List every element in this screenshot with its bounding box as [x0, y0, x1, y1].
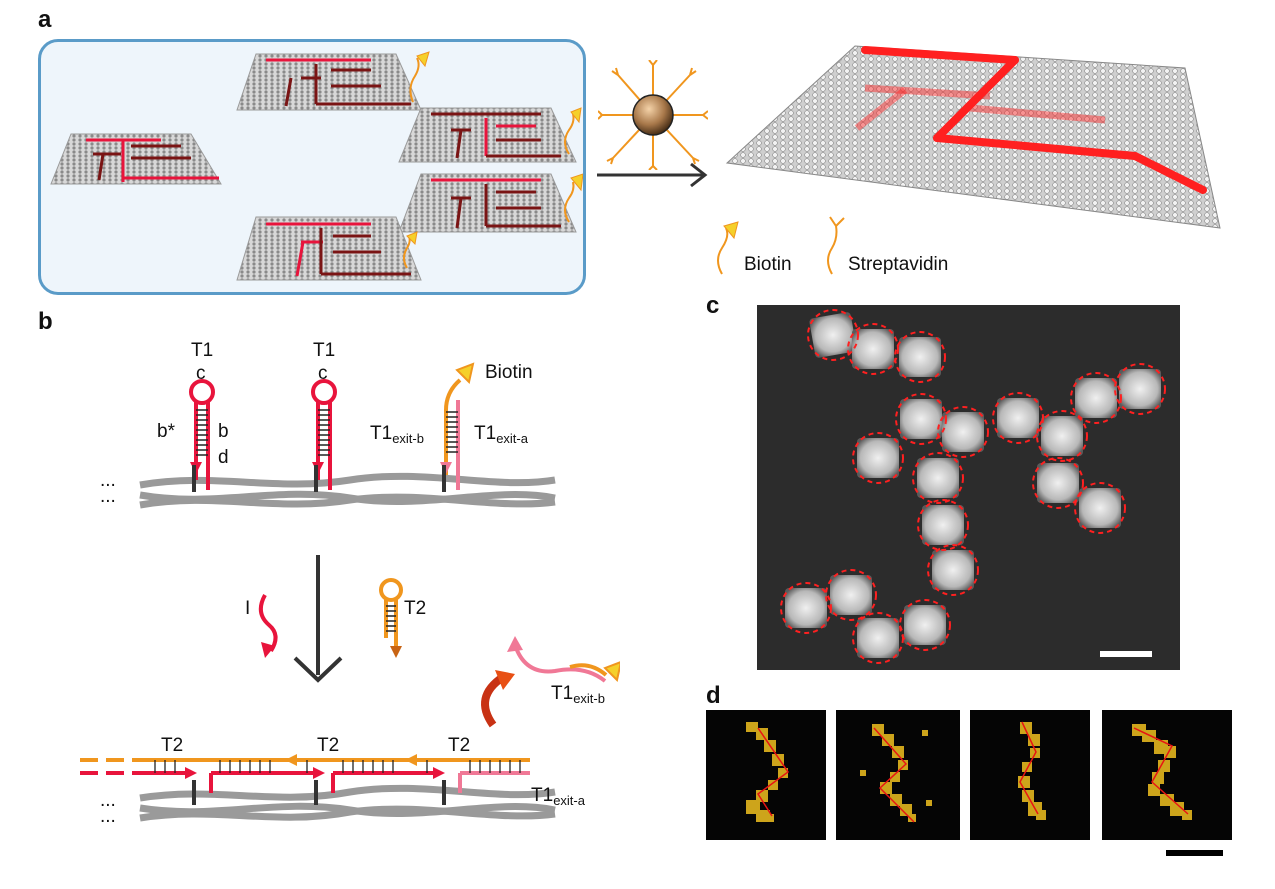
label-b: b: [218, 421, 229, 442]
label-t1-first: T1: [191, 340, 214, 361]
ellipsis-top-2: ...: [100, 486, 116, 507]
origami-tile: [236, 216, 422, 281]
dna-substrate-bottom: [139, 784, 556, 822]
t1-exit-a-bottom-main: T1: [531, 785, 554, 806]
label-t1-exit-b: T1exit-b: [370, 423, 424, 446]
afm-image: [757, 305, 1180, 670]
label-t1-second: T1: [313, 340, 336, 361]
exit-duplex: [440, 362, 475, 492]
label-t2: T2: [404, 598, 427, 619]
label-b-star: b*: [157, 421, 175, 442]
label-t2-bottom-1: T2: [161, 735, 184, 756]
origami-tile: [398, 173, 584, 233]
t1-exit-a-bottom-sub: exit-a: [553, 793, 585, 808]
fluorescence-image-4: [1102, 710, 1232, 840]
panel-c-label: c: [706, 292, 720, 319]
release-arrow: [481, 673, 506, 728]
label-t2-bottom-3: T2: [448, 735, 471, 756]
released-main: T1: [551, 683, 574, 704]
released-sub: exit-b: [573, 691, 605, 706]
label-released: T1exit-b: [551, 683, 605, 706]
streptavidin-icon: [827, 216, 845, 275]
fluorescence-image-2: [836, 710, 960, 840]
panel-b-schematic: [80, 362, 620, 822]
t1-exit-b-main: T1: [370, 423, 393, 444]
streptavidin-bead: [598, 60, 708, 170]
t1-exit-a-main: T1: [474, 423, 497, 444]
initiator-strand: [258, 594, 278, 653]
legend-streptavidin: Streptavidin: [848, 254, 949, 275]
label-t2-bottom-2: T2: [317, 735, 340, 756]
origami-tile: [236, 51, 430, 111]
dna-substrate-top: [139, 472, 556, 509]
panel-b-label: b: [38, 308, 53, 335]
panel-a-frame: [38, 39, 586, 295]
polymer-chain: [80, 754, 530, 805]
biotin-icon: [717, 221, 739, 275]
label-d: d: [218, 447, 229, 468]
hairpin-t1-first: [189, 379, 215, 492]
origami-tile: [50, 133, 222, 185]
label-t1-exit-a-bottom: T1exit-a: [531, 785, 585, 808]
label-c-first: c: [196, 363, 206, 384]
label-c-second: c: [318, 363, 328, 384]
label-initiator: I: [245, 598, 251, 619]
hairpin-t2: [379, 578, 403, 658]
scale-bar-d: [1166, 850, 1223, 856]
t1-exit-a-sub: exit-a: [496, 431, 528, 446]
label-t1-exit-a: T1exit-a: [474, 423, 528, 446]
ellipsis-bottom-1: ...: [100, 790, 116, 811]
released-strand: [507, 636, 620, 683]
fluorescence-image-3: [970, 710, 1090, 840]
fluorescence-image-1: [706, 710, 826, 840]
ellipsis-top-1: ...: [100, 470, 116, 491]
tile-outlines: [780, 309, 1166, 664]
scale-bar-c: [1100, 651, 1152, 657]
label-biotin: Biotin: [485, 362, 533, 383]
process-arrow: [597, 162, 708, 188]
panel-a-label: a: [38, 6, 52, 33]
panel-d-label: d: [706, 682, 721, 709]
ellipsis-bottom-2: ...: [100, 806, 116, 827]
afm-tiles: [785, 312, 1161, 658]
assembled-array: [725, 45, 1221, 229]
t1-exit-b-sub: exit-b: [392, 431, 424, 446]
origami-tile: [398, 107, 582, 163]
hairpin-t1-second: [311, 379, 337, 492]
origami-tiles: [50, 51, 584, 281]
legend-biotin: Biotin: [744, 254, 792, 275]
